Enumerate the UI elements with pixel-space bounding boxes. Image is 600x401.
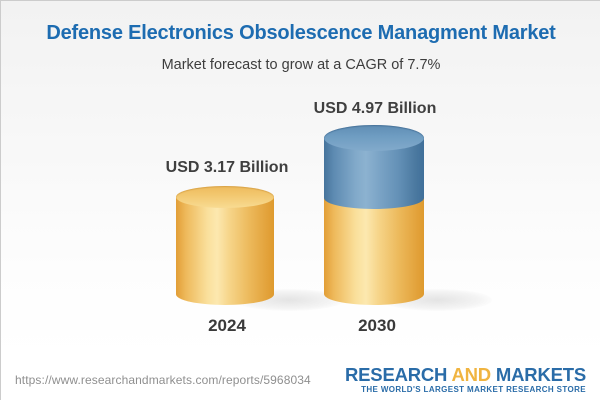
brand-logo-wordmark: RESEARCH AND MARKETS: [345, 365, 586, 384]
brand-logo: RESEARCH AND MARKETS THE WORLD'S LARGEST…: [345, 365, 586, 395]
bar-2024-cylinder-top: [176, 186, 274, 208]
chart-title: Defense Electronics Obsolescence Managme…: [46, 22, 556, 44]
footer: https://www.researchandmarkets.com/repor…: [1, 358, 600, 401]
brand-tagline: THE WORLD'S LARGEST MARKET RESEARCH STOR…: [361, 385, 586, 395]
chart-panel: Defense Electronics Obsolescence Managme…: [1, 1, 600, 358]
year-label-2024: 2024: [208, 316, 246, 335]
report-url: https://www.researchandmarkets.com/repor…: [15, 372, 311, 387]
bar-2024-cylinder: [176, 197, 274, 305]
year-label-2030: 2030: [358, 316, 396, 335]
logo-word-research: RESEARCH: [345, 363, 448, 385]
bar-2030-base-segment: [324, 198, 424, 305]
chart-subtitle: Market forecast to grow at a CAGR of 7.7…: [161, 57, 441, 73]
value-label-2030: USD 4.97 Billion: [313, 100, 437, 117]
bar-2030-cylinder-top: [324, 125, 424, 151]
value-label-2024: USD 3.17 Billion: [165, 159, 289, 176]
logo-word-and: AND: [451, 363, 491, 385]
logo-word-markets: MARKETS: [495, 363, 586, 385]
